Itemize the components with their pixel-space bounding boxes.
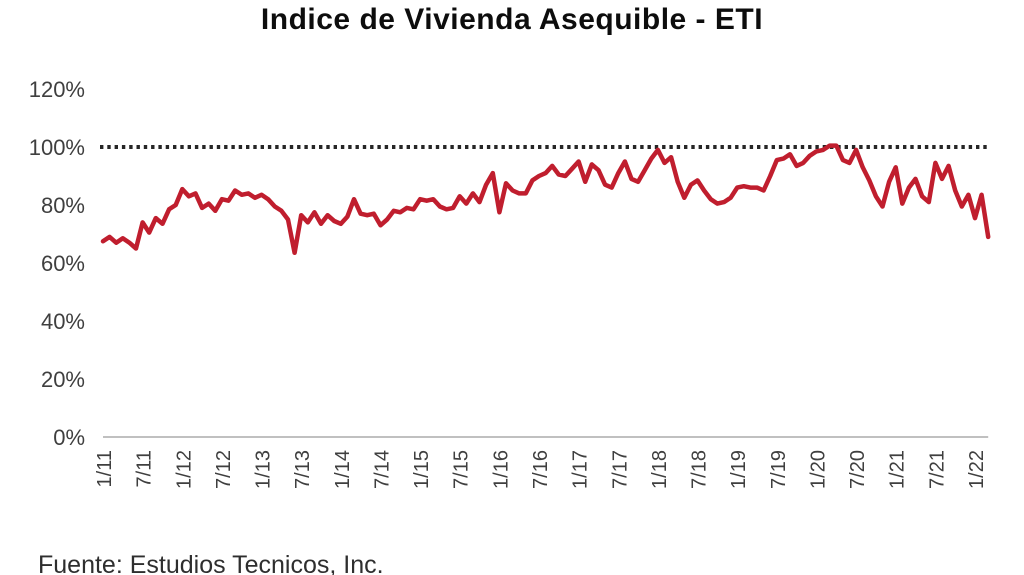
y-axis-tick-label: 40% bbox=[41, 309, 85, 334]
y-axis-tick-label: 100% bbox=[29, 135, 85, 160]
x-axis-tick-label: 1/12 bbox=[173, 450, 195, 489]
x-axis-tick-label: 7/18 bbox=[689, 450, 711, 489]
x-axis-tick-label: 1/16 bbox=[490, 450, 512, 489]
x-axis-tick-label: 7/12 bbox=[213, 450, 235, 489]
x-axis-tick-label: 1/20 bbox=[807, 450, 829, 489]
x-axis-tick-label: 1/21 bbox=[887, 450, 909, 489]
x-axis-tick-label: 1/19 bbox=[728, 450, 750, 489]
eti-series-line bbox=[100, 143, 991, 256]
x-axis-tick-label: 7/11 bbox=[134, 450, 156, 487]
x-axis-tick-label: 7/17 bbox=[609, 450, 631, 489]
x-axis-tick-label: 1/18 bbox=[649, 450, 671, 489]
x-axis-tick-label: 7/19 bbox=[768, 450, 790, 489]
x-axis-tick-label: 1/15 bbox=[411, 450, 433, 489]
x-axis-tick-label: 7/13 bbox=[292, 450, 314, 489]
x-axis-tick-label: 1/22 bbox=[966, 450, 988, 489]
chart-title: Indice de Vivienda Asequible - ETI bbox=[260, 3, 764, 36]
y-axis-tick-label: 60% bbox=[41, 251, 85, 276]
x-axis-tick-label: 7/14 bbox=[371, 450, 393, 489]
x-axis-tick-label: 7/20 bbox=[847, 450, 869, 489]
x-axis-tick-label: 1/11 bbox=[94, 450, 116, 487]
x-axis-tick-label: 7/21 bbox=[926, 450, 948, 489]
x-axis-tick-label: 7/15 bbox=[451, 450, 473, 489]
source-caption: Fuente: Estudios Tecnicos, Inc. bbox=[38, 551, 384, 575]
y-axis-tick-label: 120% bbox=[29, 77, 85, 102]
x-axis-tick-label: 7/16 bbox=[530, 450, 552, 489]
x-axis-tick-label: 1/17 bbox=[570, 450, 592, 489]
x-axis-tick-label: 1/13 bbox=[253, 450, 275, 489]
y-axis-tick-label: 0% bbox=[53, 425, 85, 450]
y-axis-tick-label: 80% bbox=[41, 193, 85, 218]
x-axis-tick-label: 1/14 bbox=[332, 450, 354, 489]
y-axis-tick-label: 20% bbox=[41, 367, 85, 392]
